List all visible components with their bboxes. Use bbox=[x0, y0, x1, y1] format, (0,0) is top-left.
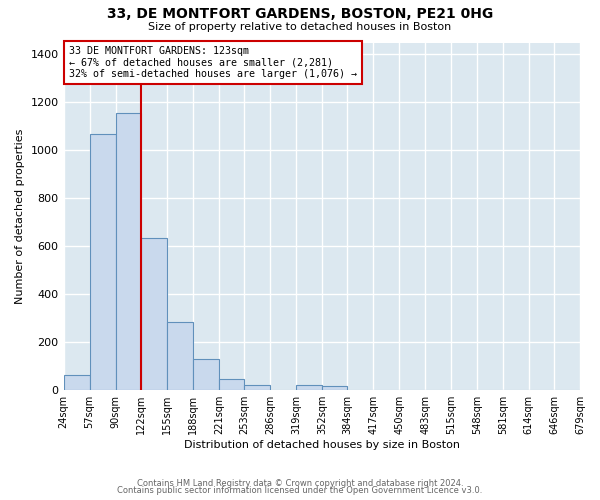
Bar bbox=[64, 374, 89, 390]
Text: 33, DE MONTFORT GARDENS, BOSTON, PE21 0HG: 33, DE MONTFORT GARDENS, BOSTON, PE21 0H… bbox=[107, 8, 493, 22]
Text: Size of property relative to detached houses in Boston: Size of property relative to detached ho… bbox=[148, 22, 452, 32]
Bar bbox=[322, 386, 347, 390]
Y-axis label: Number of detached properties: Number of detached properties bbox=[15, 128, 25, 304]
Bar bbox=[116, 113, 141, 390]
Text: 33 DE MONTFORT GARDENS: 123sqm
← 67% of detached houses are smaller (2,281)
32% : 33 DE MONTFORT GARDENS: 123sqm ← 67% of … bbox=[69, 46, 357, 79]
Bar bbox=[193, 359, 219, 390]
Bar bbox=[296, 386, 322, 390]
Bar bbox=[89, 134, 116, 390]
Bar bbox=[141, 238, 167, 390]
X-axis label: Distribution of detached houses by size in Boston: Distribution of detached houses by size … bbox=[184, 440, 460, 450]
Bar bbox=[219, 378, 244, 390]
Bar bbox=[167, 322, 193, 390]
Bar bbox=[244, 386, 270, 390]
Text: Contains HM Land Registry data © Crown copyright and database right 2024.: Contains HM Land Registry data © Crown c… bbox=[137, 478, 463, 488]
Text: Contains public sector information licensed under the Open Government Licence v3: Contains public sector information licen… bbox=[118, 486, 482, 495]
